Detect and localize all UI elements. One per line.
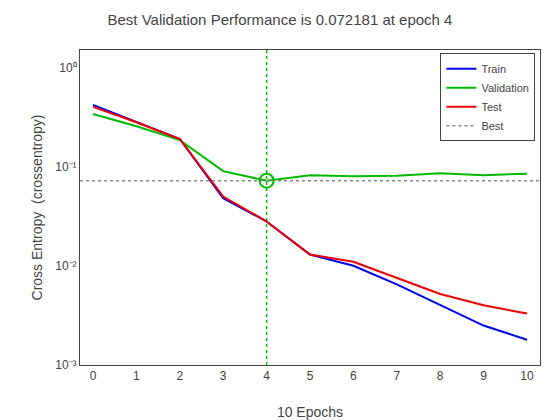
svg-text:5: 5 — [307, 369, 314, 383]
svg-text:Test: Test — [481, 101, 501, 113]
svg-text:1: 1 — [133, 369, 140, 383]
svg-text:10: 10 — [520, 369, 534, 383]
svg-text:Validation: Validation — [481, 82, 529, 94]
svg-text:Cross Entropy (crossentropy): Cross Entropy (crossentropy) — [29, 115, 45, 301]
svg-text:10⁻¹: 10⁻¹ — [55, 160, 76, 174]
svg-text:0: 0 — [90, 369, 97, 383]
svg-text:10⁻³: 10⁻³ — [55, 358, 76, 372]
svg-text:10 Epochs: 10 Epochs — [277, 404, 343, 420]
svg-text:9: 9 — [480, 369, 487, 383]
svg-text:3: 3 — [220, 369, 227, 383]
svg-text:2: 2 — [176, 369, 183, 383]
svg-text:6: 6 — [350, 369, 357, 383]
svg-text:Best: Best — [481, 120, 503, 132]
svg-text:7: 7 — [393, 369, 400, 383]
svg-text:10⁰: 10⁰ — [59, 61, 76, 75]
svg-text:4: 4 — [263, 369, 270, 383]
svg-text:10⁻²: 10⁻² — [55, 259, 76, 273]
svg-text:Train: Train — [481, 63, 506, 75]
svg-text:Best Validation Performance is: Best Validation Performance is 0.072181 … — [108, 11, 453, 28]
svg-text:8: 8 — [437, 369, 444, 383]
